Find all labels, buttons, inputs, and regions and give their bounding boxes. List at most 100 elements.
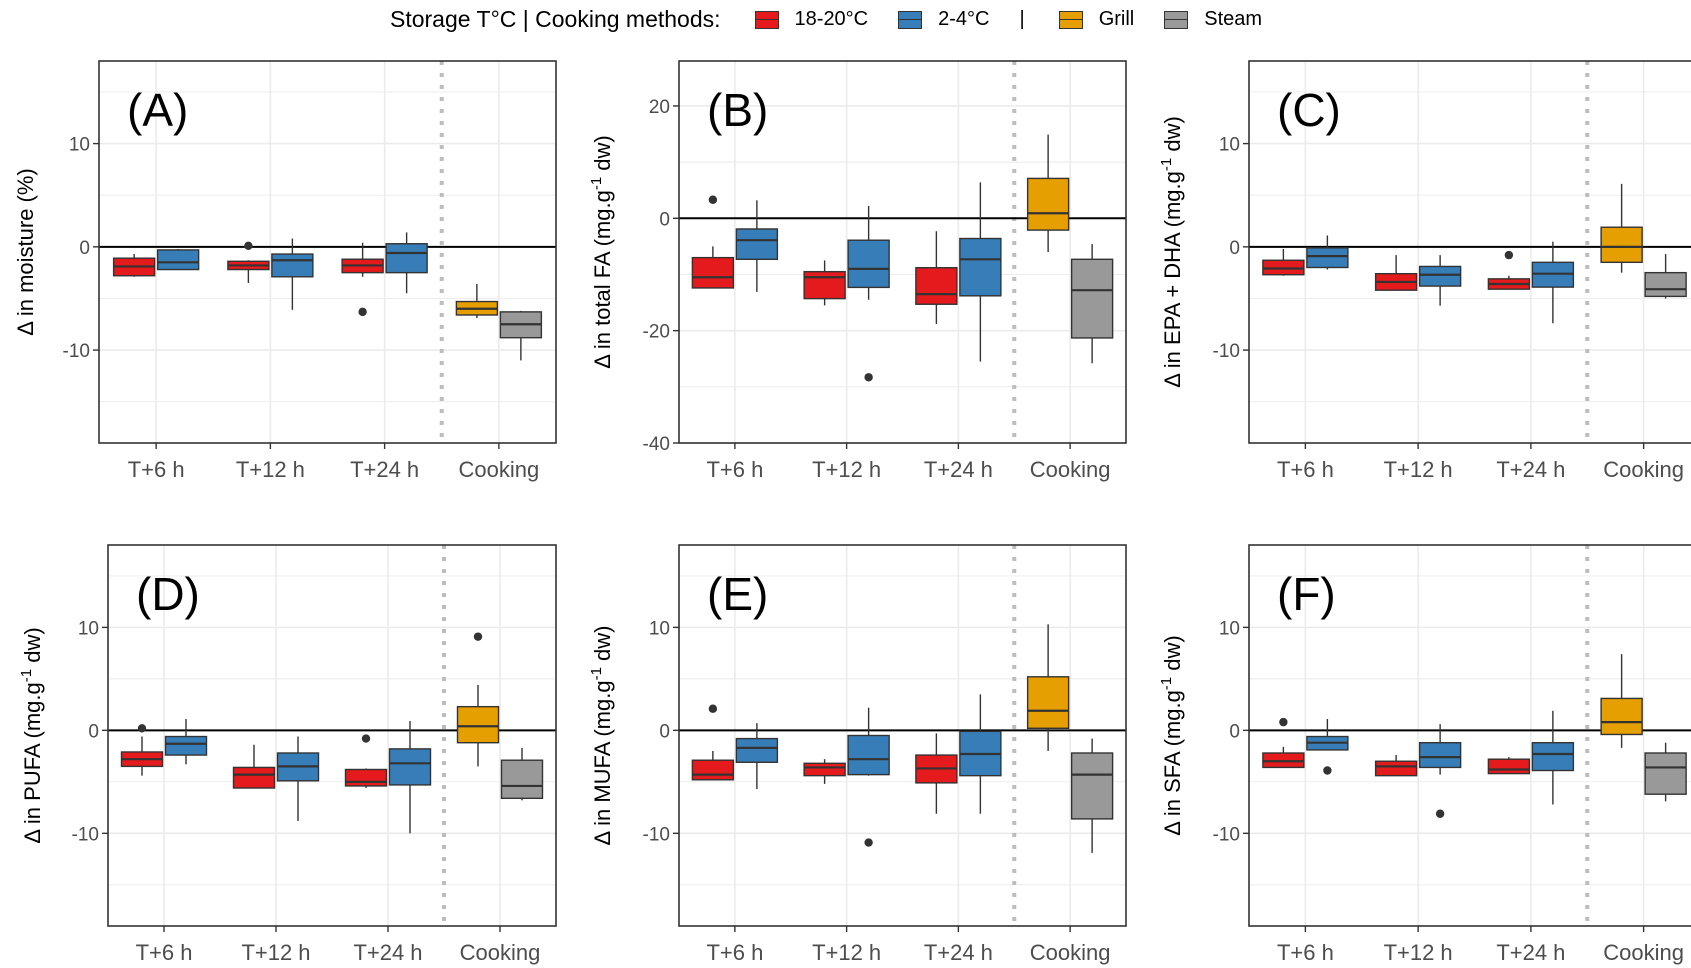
box-body — [691, 759, 735, 781]
legend-separator: | — [1019, 8, 1025, 30]
box-2-4-c-t-6-h — [164, 719, 208, 765]
legend-item-steam: Steam — [1164, 8, 1262, 31]
box-body — [959, 237, 1002, 297]
box-body — [271, 253, 314, 278]
y-axis-title-unit: dw) — [590, 626, 615, 668]
box-body — [385, 243, 428, 274]
y-axis-title: Δ in moisture (%) — [13, 168, 38, 336]
box-body — [1070, 258, 1114, 339]
box-2-4-c-t-24-h — [959, 694, 1002, 814]
box-2-4-c-t-6-h — [1306, 719, 1349, 775]
box-body — [456, 705, 500, 744]
box-body — [1418, 742, 1462, 769]
box-2-4-c-t-12-h — [1418, 724, 1462, 818]
x-tick-label: T+24 h — [924, 457, 993, 482]
y-axis-title-unit: dw) — [1160, 635, 1185, 677]
box-steam-cooking — [1644, 254, 1687, 299]
legend-label-18-20: 18-20°C — [794, 8, 869, 30]
box-steam-cooking — [500, 747, 544, 801]
y-axis-title-sup: -1 — [18, 669, 35, 682]
y-tick-label: 0 — [659, 209, 670, 230]
y-axis-title-main: Δ in EPA + DHA (mg.g — [1160, 171, 1185, 388]
box-2-4-c-t-12-h — [276, 736, 320, 821]
x-tick-label: Cooking — [460, 940, 541, 965]
y-axis-title-sup: -1 — [588, 667, 605, 680]
box-18-20-c-t-12-h — [227, 241, 270, 283]
box-2-4-c-t-6-h — [1306, 235, 1349, 270]
y-tick-label: 10 — [78, 618, 99, 639]
y-axis-title: Δ in MUFA (mg.g-1 dw) — [588, 626, 615, 846]
outlier-point — [708, 195, 718, 204]
box-grill-cooking — [455, 284, 499, 319]
box-18-20-c-t-12-h — [1374, 755, 1418, 777]
box-body — [1644, 752, 1687, 795]
box-grill-cooking — [1600, 183, 1643, 273]
y-axis-title-main: Δ in MUFA (mg.g — [590, 680, 615, 845]
box-18-20-c-t-24-h — [915, 231, 958, 324]
box-body — [232, 766, 276, 789]
box-2-4-c-t-24-h — [385, 232, 428, 294]
box-2-4-c-t-24-h — [388, 721, 432, 834]
box-grill-cooking — [456, 632, 500, 767]
panel-tag: (F) — [1277, 568, 1336, 620]
y-tick-label: -10 — [1213, 824, 1240, 845]
y-axis-title-sup: -1 — [588, 177, 605, 190]
x-tick-label: T+24 h — [924, 940, 993, 965]
panel-border — [1248, 60, 1691, 444]
x-tick-label: T+6 h — [136, 940, 193, 965]
outlier-point — [244, 241, 253, 251]
outlier-point — [137, 724, 147, 733]
panel-d: -10 0 10 T+6 h T+12 h T+24 h Cooking (D) Δ in PU… — [18, 544, 557, 965]
panel-c: -10 0 10 T+6 h T+12 h T+24 h Cooking (C) Δ in EP… — [1158, 60, 1691, 482]
box-18-20-c-t-24-h — [344, 734, 388, 789]
panel-tag: (C) — [1277, 84, 1341, 136]
box-2-4-c-t-12-h — [847, 707, 890, 847]
y-tick-label: -20 — [643, 322, 670, 343]
legend-title: Storage T°C | Cooking methods: — [390, 6, 721, 32]
box-18-20-c-t-6-h — [1262, 248, 1305, 276]
y-tick-label: 10 — [1219, 618, 1240, 639]
box-body — [1374, 760, 1418, 777]
y-axis-title-main: Δ in total FA (mg.g — [590, 190, 615, 369]
panel-tag: (A) — [127, 84, 188, 136]
panel-f: -10 0 10 T+6 h T+12 h T+24 h Cooking (F) Δ in SF… — [1158, 544, 1691, 965]
box-18-20-c-t-12-h — [232, 744, 276, 789]
box-18-20-c-t-12-h — [803, 260, 846, 306]
legend-key-2-4 — [898, 10, 923, 29]
y-tick-label: 0 — [659, 721, 670, 742]
panel-border — [1248, 544, 1691, 927]
panel-tag: (D) — [136, 568, 200, 620]
box-grill-cooking — [1026, 134, 1070, 252]
y-tick-label: 20 — [649, 97, 670, 118]
y-tick-label: 10 — [649, 618, 670, 639]
y-axis-title-main: Δ in moisture (%) — [13, 168, 38, 336]
box-body — [1644, 271, 1687, 298]
y-tick-label: 0 — [1229, 238, 1240, 259]
x-tick-label: T+12 h — [1384, 457, 1453, 482]
legend-item-grill: Grill — [1058, 8, 1134, 31]
box-body — [1487, 758, 1531, 775]
box-2-4-c-t-24-h — [1531, 710, 1575, 805]
x-tick-label: T+12 h — [812, 940, 881, 965]
y-axis-title-sup: -1 — [1158, 158, 1175, 171]
legend-row: Storage T°C | Cooking methods: 18-20°C 2… — [390, 6, 1292, 33]
panel-border — [678, 544, 1127, 927]
y-axis-title: Δ in total FA (mg.g-1 dw) — [588, 135, 615, 368]
x-tick-label: Cooking — [1603, 940, 1684, 965]
box-body — [344, 768, 388, 787]
outlier-point — [361, 734, 371, 743]
x-tick-label: T+6 h — [1277, 940, 1334, 965]
box-body — [847, 734, 890, 776]
panel-a: -10 0 10 T+6 h T+12 h T+24 h Cooking (A) Δ in mo… — [13, 60, 557, 482]
y-tick-label: -10 — [1213, 341, 1240, 362]
x-tick-label: T+24 h — [350, 457, 419, 482]
box-body — [156, 249, 200, 271]
box-body — [1306, 247, 1349, 269]
box-18-20-c-t-6-h — [1262, 717, 1305, 769]
box-18-20-c-t-6-h — [120, 724, 164, 776]
box-2-4-c-t-6-h — [735, 723, 779, 790]
y-axis-title-unit: dw) — [20, 627, 45, 669]
x-tick-label: T+6 h — [706, 940, 763, 965]
outlier-point — [864, 838, 873, 847]
y-axis-title-unit: dw) — [1160, 116, 1185, 158]
